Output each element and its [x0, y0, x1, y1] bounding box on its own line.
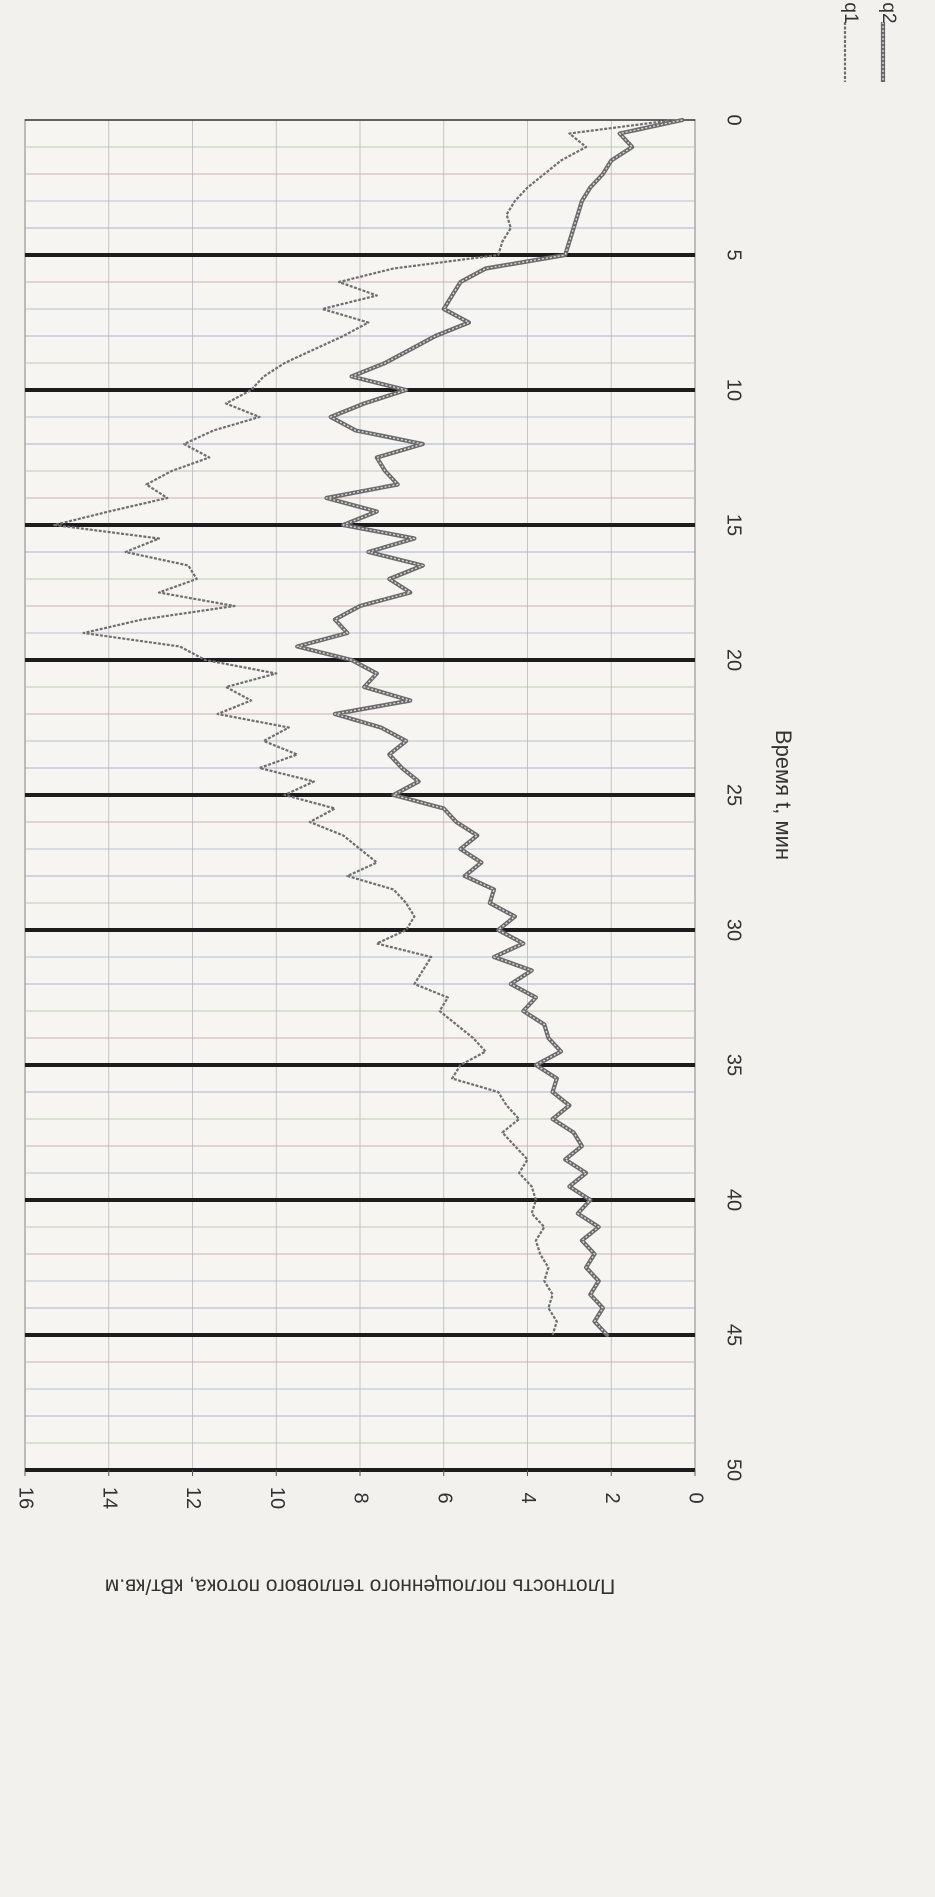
x-tick-label: 50 — [723, 1459, 745, 1481]
y-tick-label: 2 — [601, 1492, 623, 1503]
x-axis-label: Время t, мин — [771, 730, 796, 860]
x-tick-label: 0 — [723, 114, 745, 125]
x-tick-label: 5 — [723, 249, 745, 260]
x-tick-label: 15 — [723, 514, 745, 536]
y-tick-label: 0 — [685, 1492, 707, 1503]
x-tick-label: 25 — [723, 784, 745, 806]
plot-axes — [24, 1470, 696, 1476]
legend-label-q1: q1 — [840, 2, 861, 23]
x-tick-label: 35 — [723, 1054, 745, 1076]
x-tick-label: 45 — [723, 1324, 745, 1346]
series-q1-line — [53, 118, 675, 1336]
plot-series — [53, 117, 685, 1338]
y-tick-label: 14 — [98, 1487, 120, 1509]
plot-grid — [24, 119, 696, 1472]
y-tick-label: 8 — [350, 1492, 372, 1503]
y-tick-label: 6 — [433, 1492, 455, 1503]
y-tick-label: 12 — [182, 1487, 204, 1509]
x-tick-label: 40 — [723, 1189, 745, 1211]
series-q2-line-hatch — [296, 119, 683, 1336]
y-tick-label: 4 — [517, 1492, 539, 1503]
chart-legend: q1 q2 — [840, 2, 899, 82]
x-tick-label: 20 — [723, 649, 745, 671]
legend-label-q2: q2 — [878, 2, 899, 23]
x-tick-label: 30 — [723, 919, 745, 941]
y-tick-label: 16 — [15, 1487, 37, 1509]
y-tick-label: 10 — [266, 1487, 288, 1509]
y-axis-label: Плотность поглощенного теплового потока,… — [105, 1574, 615, 1597]
plot-labels: 0 2 4 6 8 10 12 14 16 0 5 10 15 20 25 30 35 40 45 50 — [15, 114, 745, 1509]
x-tick-label: 10 — [723, 379, 745, 401]
